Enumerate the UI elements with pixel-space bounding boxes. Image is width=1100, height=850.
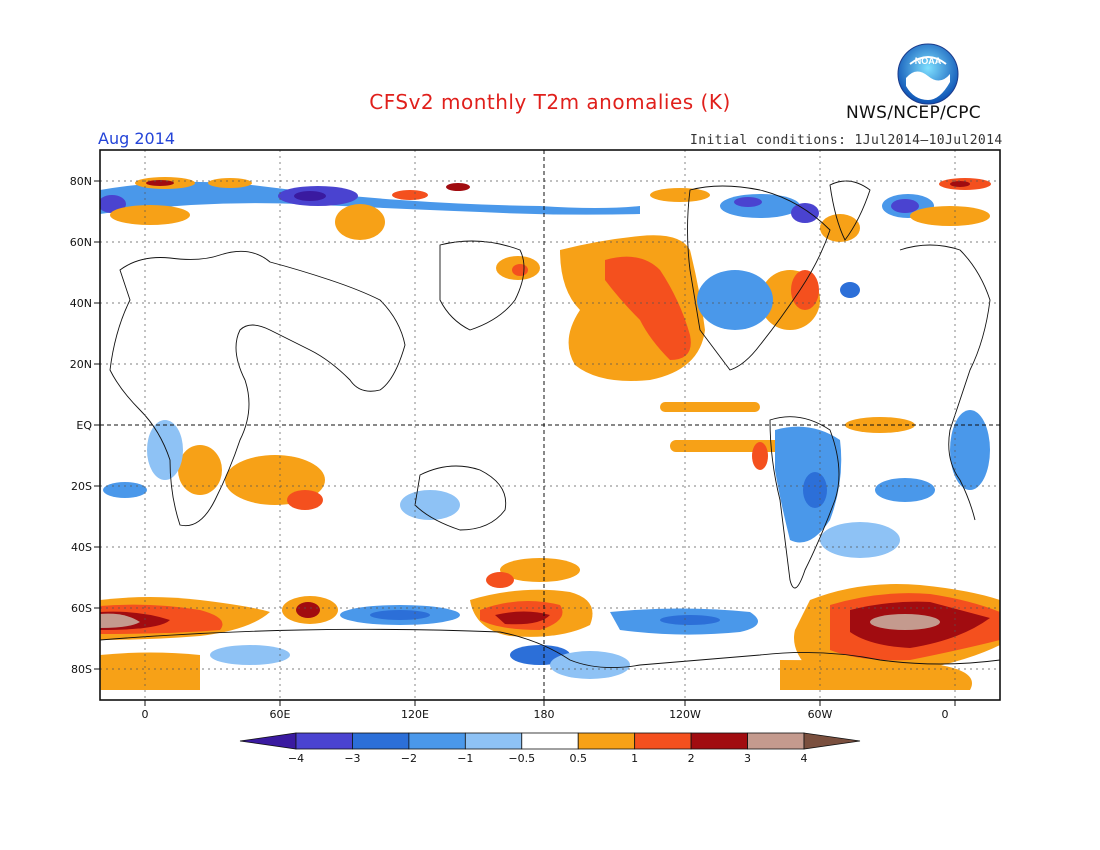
colorbar-label: −3: [344, 752, 360, 765]
lon-label: 0: [142, 708, 149, 721]
lat-label: 60N: [70, 236, 92, 249]
colorbar-label: −1: [457, 752, 473, 765]
colorbar: −4 −3 −2 −1 −0.5 0.5 1 2 3 4: [239, 732, 861, 765]
colorbar-min-arrow: [239, 732, 297, 750]
colorbar-segment: [295, 732, 353, 750]
lat-label: 20S: [71, 480, 92, 493]
initial-conditions-label: Initial conditions: 1Jul2014—10Jul2014: [690, 133, 1003, 148]
lon-label: 120E: [401, 708, 429, 721]
lat-label: 40S: [71, 541, 92, 554]
logo-text: NOAA: [915, 56, 942, 66]
colorbar-segment: [352, 732, 410, 750]
colorbar-label: 0.5: [569, 752, 587, 765]
agency-label: NWS/NCEP/CPC: [846, 103, 981, 123]
lat-label: 80S: [71, 663, 92, 676]
lat-label: 60S: [71, 602, 92, 615]
lon-label: 120W: [669, 708, 701, 721]
colorbar-max-arrow: [803, 732, 861, 750]
map-title: CFSv2 monthly T2m anomalies (K): [369, 90, 731, 114]
lat-label: 20N: [70, 358, 92, 371]
forecast-month-label: Aug 2014: [98, 129, 176, 148]
longitude-labels: 0 60E 120E 180 120W 60W 0: [142, 708, 949, 721]
lon-label: 0: [942, 708, 949, 721]
colorbar-label: −0.5: [508, 752, 535, 765]
colorbar-segment: [521, 732, 579, 750]
lat-label: EQ: [76, 419, 92, 432]
colorbar-segment: [408, 732, 466, 750]
colorbar-label: 2: [688, 752, 695, 765]
graticule: [100, 150, 1000, 700]
lat-label: 80N: [70, 175, 92, 188]
colorbar-segment: [634, 732, 692, 750]
colorbar-label: 3: [744, 752, 751, 765]
tick-marks: [94, 180, 956, 706]
colorbar-segment: [464, 732, 523, 750]
lat-label: 40N: [70, 297, 92, 310]
lon-label: 60W: [808, 708, 833, 721]
colorbar-segment: [747, 732, 805, 750]
lon-label: 60E: [270, 708, 291, 721]
colorbar-segment: [577, 732, 636, 750]
lon-label: 180: [534, 708, 555, 721]
colorbar-segment: [690, 732, 748, 750]
latitude-labels: 80N 60N 40N 20N EQ 20S 40S 60S 80S: [70, 175, 93, 676]
colorbar-label: −4: [288, 752, 304, 765]
colorbar-label: −2: [401, 752, 417, 765]
colorbar-label: 4: [801, 752, 808, 765]
colorbar-label: 1: [631, 752, 638, 765]
noaa-logo: NOAA: [897, 43, 959, 105]
